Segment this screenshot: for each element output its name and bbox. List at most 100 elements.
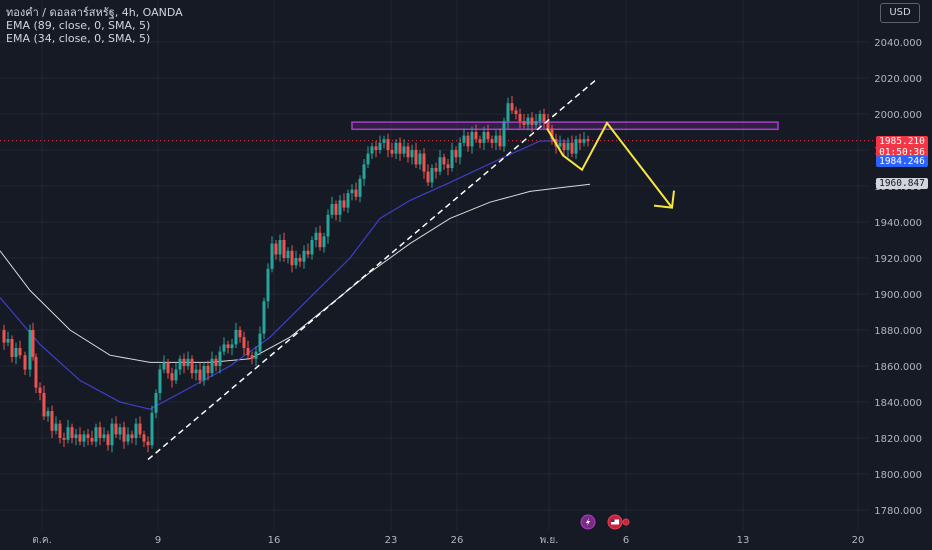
price-tick-label: 1920.000 [874,254,922,265]
candle-body [142,434,146,442]
candle-body [82,434,86,442]
candle-body [422,153,426,172]
candle-body [130,434,134,438]
projection-path[interactable] [546,121,673,209]
candle-body [90,438,94,442]
candle-body [318,232,322,248]
candle-body [270,243,274,269]
candle-body [198,369,202,381]
candle-body [454,150,458,158]
candle-body [31,330,35,357]
candle-body [310,240,314,255]
candle-body [578,139,582,143]
candle-body [202,366,206,381]
candle-body [70,427,74,438]
time-axis[interactable]: ต.ค. 9 16 23 26 พ.ย. 6 13 20 [32,535,864,546]
candle-body [562,142,566,150]
candle-body [518,114,522,122]
candle-body [54,423,58,431]
candle-body [74,434,78,438]
candle-body [490,139,494,143]
candles [2,96,590,453]
candle-body [214,358,218,366]
candle-body [210,358,214,374]
ema-89-legend[interactable]: EMA (89, close, 0, SMA, 5) [6,19,151,32]
us-flag-event-icon[interactable] [607,514,630,530]
candle-body [222,344,226,352]
resistance-zone[interactable] [351,121,779,131]
price-tick-label: 1820.000 [874,434,922,445]
candle-body [254,351,258,359]
flash-event-icon[interactable] [580,514,596,530]
candle-body [434,168,438,172]
candle-body [498,135,502,147]
candle-body [190,358,194,374]
ema-white-price-label: 1960.847 [876,178,928,189]
candle-body [402,146,406,154]
candle-body [294,258,298,266]
candle-body [174,369,178,381]
candle-body [534,121,538,125]
candle-body [298,258,302,262]
candle-body [250,355,254,359]
candle-body [306,250,310,255]
time-tick-label: 23 [385,535,398,546]
candle-body [94,427,98,442]
candle-body [114,423,118,435]
candle-body [538,114,542,122]
candle-body [286,250,290,258]
candle-body [514,110,518,114]
ema-34-legend[interactable]: EMA (34, close, 0, SMA, 5) [6,32,151,45]
candle-body [354,189,358,197]
candle-body [34,357,38,388]
current-price-label: 1985.210 [876,136,928,147]
candle-body [446,164,450,168]
candle-body [50,411,54,431]
candle-body [382,139,386,143]
candle-body [234,330,238,345]
candle-body [182,358,186,366]
candle-body [390,150,394,154]
candle-body [102,434,106,438]
price-tick-label: 1880.000 [874,326,922,337]
candle-body [278,240,282,255]
price-tick-label: 1800.000 [874,470,922,481]
candle-body [570,142,574,154]
candle-body [162,362,166,370]
candle-body [334,204,338,215]
candle-body [134,423,138,438]
candle-body [10,339,14,357]
price-tick-label: 2040.000 [874,38,922,49]
candle-body [86,434,90,438]
candle-body [238,330,242,338]
ema-white-line[interactable] [0,183,591,363]
candle-body [558,142,562,147]
candle-body [98,427,102,438]
candle-body [42,393,46,417]
candle-body [314,232,318,240]
candle-body [6,339,10,343]
candle-body [450,150,454,168]
dashed-trendline[interactable] [147,79,597,461]
time-tick-label: 26 [451,535,464,546]
candle-body [274,243,278,255]
candle-body [170,373,174,381]
candle-body [358,178,362,197]
candle-body [150,412,154,446]
bar-countdown-label: 01:50:36 [876,147,928,158]
ema-blue-line[interactable] [0,140,570,410]
symbol-title[interactable]: ทองคำ / ดอลลาร์สหรัฐ, 4h, OANDA [6,6,183,19]
candle-body [62,438,66,440]
candle-body [502,121,506,147]
candle-body [394,142,398,154]
candle-body [482,132,486,143]
currency-button[interactable]: USD [880,3,920,23]
candle-body [506,103,510,122]
candle-body [438,157,442,172]
candle-body [118,427,122,435]
candle-body [414,150,418,165]
candle-body [122,427,126,442]
candle-body [194,369,198,374]
candle-body [370,146,374,154]
